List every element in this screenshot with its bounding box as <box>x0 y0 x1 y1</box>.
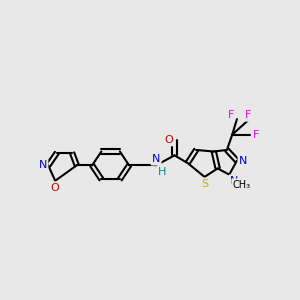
Text: H: H <box>158 167 166 176</box>
Text: F: F <box>244 110 251 120</box>
Text: CH₃: CH₃ <box>232 180 250 190</box>
Text: N: N <box>152 154 160 164</box>
Text: S: S <box>201 179 208 189</box>
Text: F: F <box>228 110 234 120</box>
Text: O: O <box>51 183 60 193</box>
Text: F: F <box>253 130 259 140</box>
Text: O: O <box>164 135 173 145</box>
Text: N: N <box>230 176 238 186</box>
Text: N: N <box>239 156 247 166</box>
Text: N: N <box>39 160 47 170</box>
